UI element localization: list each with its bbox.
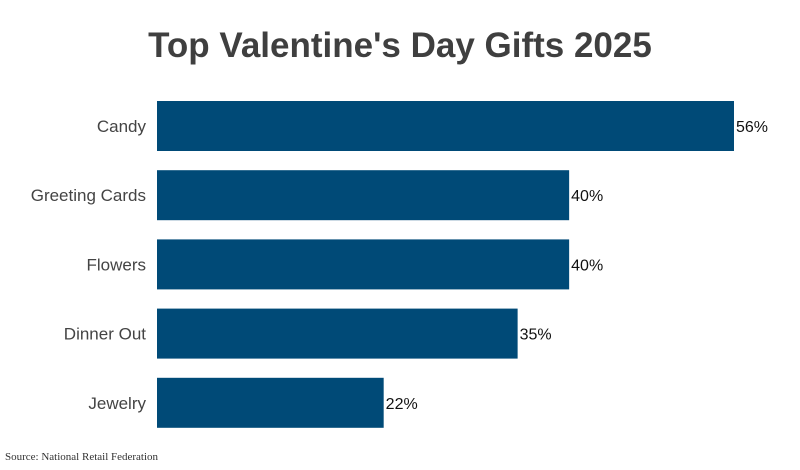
category-label: Jewelry xyxy=(88,394,146,413)
chart-title: Top Valentine's Day Gifts 2025 xyxy=(148,26,652,65)
value-label: 40% xyxy=(571,257,603,274)
bars-layer xyxy=(157,101,734,428)
category-labels: Candy Greeting Cards Flowers Dinner Out Jewe… xyxy=(31,117,147,413)
category-label: Dinner Out xyxy=(64,325,146,344)
bar-flowers xyxy=(157,239,570,290)
value-label: 56% xyxy=(736,119,768,136)
bar-dinner-out xyxy=(157,308,518,359)
category-label: Candy xyxy=(97,117,147,136)
value-labels: 56% 40% 40% 35% 22% xyxy=(386,119,768,413)
bar-jewelry xyxy=(157,377,384,428)
category-label: Greeting Cards xyxy=(31,186,146,205)
bar-greeting-cards xyxy=(157,170,570,221)
value-label: 22% xyxy=(386,396,418,413)
value-label: 35% xyxy=(520,327,552,344)
value-label: 40% xyxy=(571,188,603,205)
category-label: Flowers xyxy=(86,255,146,274)
source-note: Source: National Retail Federation xyxy=(5,451,159,463)
bar-candy xyxy=(157,101,734,151)
